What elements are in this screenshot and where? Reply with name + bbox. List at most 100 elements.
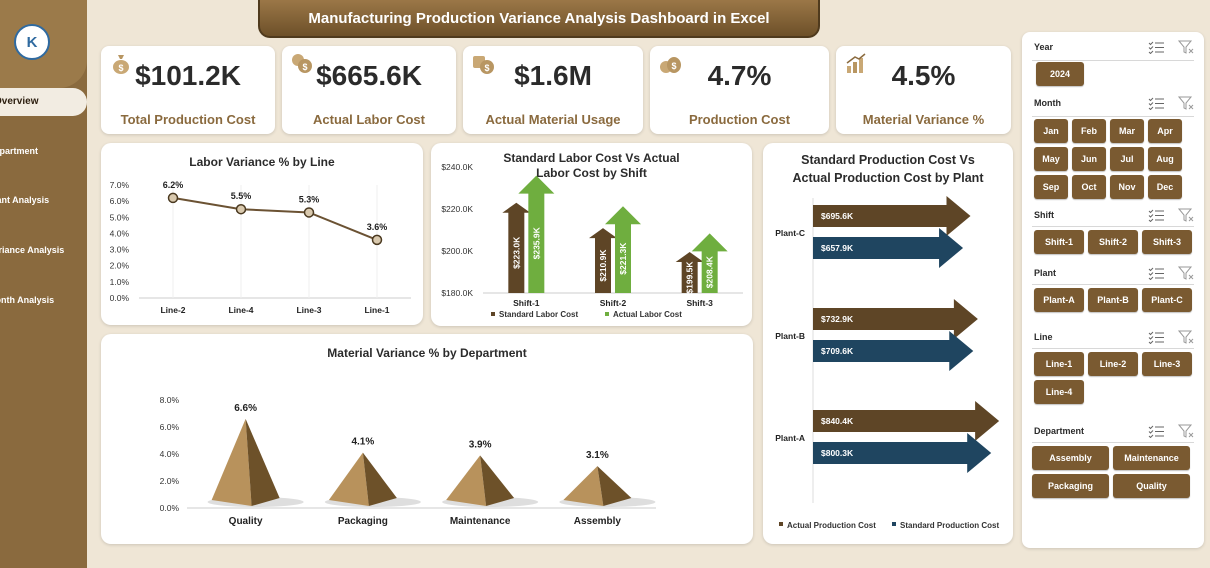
clear-filter-icon[interactable]	[1178, 330, 1194, 344]
data-label: $235.9K	[531, 226, 541, 259]
slicer-option-month[interactable]: Sep	[1034, 175, 1068, 199]
slicer-option-shift[interactable]: Shift-3	[1142, 230, 1192, 254]
slicer-title-month: Month	[1034, 98, 1061, 108]
legend-label: Standard Labor Cost	[499, 310, 578, 319]
nav-item-label: Overview	[0, 96, 39, 107]
chart-title: Standard Labor Cost Vs Actual Labor Cost…	[503, 151, 680, 180]
slicer-option-month[interactable]: Nov	[1110, 175, 1144, 199]
slicer-option-year[interactable]: 2024	[1036, 62, 1084, 86]
multi-select-icon[interactable]	[1148, 330, 1164, 344]
slicer-option-department[interactable]: Packaging	[1032, 474, 1109, 498]
multi-select-icon[interactable]	[1148, 40, 1164, 54]
data-point	[167, 192, 179, 204]
y-tick-label: 7.0%	[110, 180, 130, 190]
slicer-option-month[interactable]: Jun	[1072, 147, 1106, 171]
clear-filter-icon[interactable]	[1178, 208, 1194, 222]
data-label: 5.5%	[231, 191, 252, 201]
slicer-option-line[interactable]: Line-2	[1088, 352, 1138, 376]
clear-filter-icon[interactable]	[1178, 96, 1194, 110]
bar-actual	[691, 233, 728, 293]
nav-item-label: Plant Analysis	[0, 195, 50, 205]
slicer-option-month[interactable]: Dec	[1148, 175, 1182, 199]
x-tick-label: Shift-1	[513, 298, 540, 308]
slicer-toolbar	[1148, 208, 1194, 222]
slicer-option-month[interactable]: Jul	[1110, 147, 1144, 171]
data-label: $840.4K	[821, 416, 854, 426]
bar-standard	[589, 228, 617, 293]
slicer-option-department[interactable]: Maintenance	[1113, 446, 1190, 470]
nav-item-variance-analysis[interactable]: Variance Analysis	[0, 245, 87, 255]
slicer-option-month[interactable]: Jan	[1034, 119, 1068, 143]
bar-actual	[518, 175, 555, 293]
production-cost-by-plant-panel: Standard Production Cost Vs Actual Produ…	[763, 143, 1013, 544]
slicer-title-shift: Shift	[1034, 210, 1054, 220]
logo-area: K	[0, 0, 87, 88]
slicer-title-department: Department	[1034, 426, 1085, 436]
slicer-option-plant[interactable]: Plant-A	[1034, 288, 1084, 312]
slicer-divider	[1032, 348, 1194, 349]
svg-text:$: $	[302, 62, 307, 72]
bar-standard	[502, 202, 531, 293]
y-tick-label: $200.0K	[441, 246, 473, 256]
clear-filter-icon[interactable]	[1178, 40, 1194, 54]
svg-text:$: $	[671, 61, 676, 71]
data-label: 6.2%	[163, 180, 184, 190]
slicer-option-month[interactable]: Feb	[1072, 119, 1106, 143]
y-tick-label: 2.0%	[110, 261, 130, 271]
multi-select-icon[interactable]	[1148, 424, 1164, 438]
slicer-option-line[interactable]: Line-3	[1142, 352, 1192, 376]
slicer-option-line[interactable]: Line-1	[1034, 352, 1084, 376]
nav-item-month-analysis[interactable]: Month Analysis	[0, 295, 87, 305]
nav-item-department[interactable]: Department	[0, 146, 87, 156]
slicer-option-month[interactable]: Aug	[1148, 147, 1182, 171]
y-tick-label: 3.0%	[110, 245, 130, 255]
kpi-label: Production Cost	[688, 112, 791, 127]
slicer-option-month[interactable]: Apr	[1148, 119, 1182, 143]
growth-chart-icon	[846, 53, 866, 73]
sidebar: K Overview Department Plant Analysis Var…	[0, 0, 87, 568]
y-tick-label: 1.0%	[110, 277, 130, 287]
nav-item-label: Variance Analysis	[0, 245, 65, 255]
slicer-option-shift[interactable]: Shift-1	[1034, 230, 1084, 254]
slicer-option-month[interactable]: Oct	[1072, 175, 1106, 199]
kpi-label: Material Variance %	[862, 112, 985, 127]
slicer-option-plant[interactable]: Plant-B	[1088, 288, 1138, 312]
pyramid-face-left	[446, 455, 487, 506]
kpi-actual-labor-cost: $ $665.6K Actual Labor Cost	[282, 46, 456, 134]
company-logo: K	[14, 24, 50, 60]
data-label: $210.9K	[598, 249, 608, 282]
nav-item-plant-analysis[interactable]: Plant Analysis	[0, 195, 87, 205]
pyramid-face-right	[245, 418, 280, 506]
dashboard-title: Manufacturing Production Variance Analys…	[258, 0, 820, 38]
legend-label: Actual Production Cost	[787, 521, 876, 530]
multi-select-icon[interactable]	[1148, 208, 1164, 222]
slicer-option-month[interactable]: Mar	[1110, 119, 1144, 143]
nav-list	[0, 116, 87, 568]
multi-select-icon[interactable]	[1148, 266, 1164, 280]
chart-title: Labor Variance % by Line	[189, 155, 335, 169]
y-tick-label: Plant-B	[775, 331, 805, 341]
y-tick-label: 0.0%	[160, 503, 180, 513]
bar-actual	[605, 206, 641, 293]
slicer-option-month[interactable]: May	[1034, 147, 1068, 171]
slicer-option-line[interactable]: Line-4	[1034, 380, 1084, 404]
y-tick-label: $240.0K	[441, 162, 473, 172]
nav-item-overview[interactable]: Overview	[0, 88, 87, 116]
clear-filter-icon[interactable]	[1178, 266, 1194, 280]
slicer-option-plant[interactable]: Plant-C	[1142, 288, 1192, 312]
bar-actual	[813, 299, 978, 339]
nav-item-label: Month Analysis	[0, 295, 55, 305]
slicer-option-department[interactable]: Assembly	[1032, 446, 1109, 470]
coins-icon: $	[292, 54, 312, 73]
y-tick-label: 0.0%	[110, 293, 130, 303]
y-tick-label: 8.0%	[160, 395, 180, 405]
data-label: $732.9K	[821, 314, 854, 324]
multi-select-icon[interactable]	[1148, 96, 1164, 110]
bar-standard	[813, 331, 974, 371]
slicer-option-shift[interactable]: Shift-2	[1088, 230, 1138, 254]
clear-filter-icon[interactable]	[1178, 424, 1194, 438]
slicer-option-department[interactable]: Quality	[1113, 474, 1190, 498]
production-cost-by-plant-chart: $695.6K $657.9K Plant-C $732.9K $709.6K Plant…	[775, 196, 999, 530]
kpi-value: $1.6M	[514, 60, 592, 91]
material-variance-pyramid-chart: 0.0% 2.0% 4.0% 6.0% 8.0% 6.6% Quality 4.1% Packa…	[160, 395, 656, 527]
